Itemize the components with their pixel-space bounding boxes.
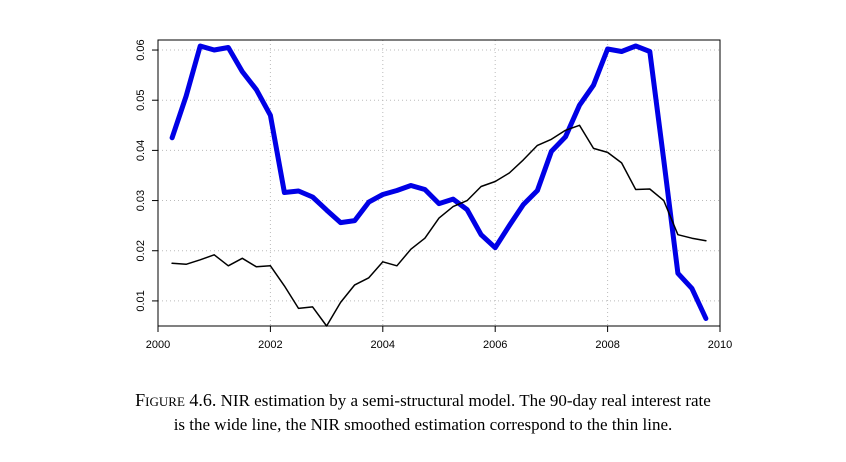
x-tick-label: 2000 <box>146 339 170 351</box>
y-tick-label: 0.04 <box>135 140 147 161</box>
series-layer <box>169 43 709 327</box>
series-line-wide <box>169 43 709 321</box>
y-tick-label: 0.03 <box>135 190 147 211</box>
x-axis: 2000 2002 2004 2006 2008 2010 <box>146 326 732 351</box>
x-tick-label: 2010 <box>708 339 732 351</box>
y-tick-label: 0.01 <box>135 290 147 311</box>
x-tick-label: 2004 <box>371 339 395 351</box>
x-tick-label: 2002 <box>258 339 282 351</box>
figure-label: Figure 4.6. <box>135 390 217 410</box>
y-axis: 0.01 0.02 0.03 0.04 0.05 0.06 <box>135 39 158 312</box>
y-tick-label: 0.02 <box>135 240 147 261</box>
grid-lines <box>157 40 721 326</box>
series-line-thin <box>171 124 707 327</box>
x-tick-label: 2008 <box>595 339 619 351</box>
caption-line-1: NIR estimation by a semi-structural mode… <box>220 391 711 410</box>
figure-caption: Figure 4.6. NIR estimation by a semi-str… <box>40 388 806 437</box>
y-tick-label: 0.05 <box>135 89 147 110</box>
plot-frame <box>157 39 721 327</box>
caption-line-2: is the wide line, the NIR smoothed estim… <box>173 415 673 434</box>
line-chart: 2000 2002 2004 2006 2008 2010 0.010.020.030.0… <box>135 39 732 351</box>
y-tick-label: 0.06 <box>135 39 147 60</box>
x-tick-label: 2006 <box>483 339 507 351</box>
